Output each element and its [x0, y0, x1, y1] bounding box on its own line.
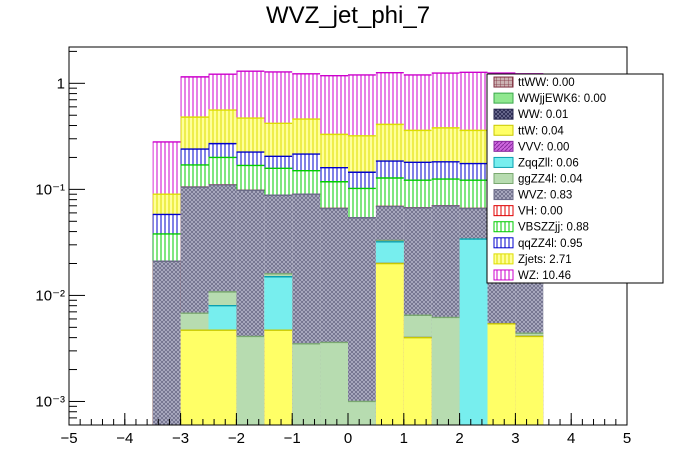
bar-ggZZ4l-bin-10 [431, 317, 460, 425]
bar-ggZZ4l-bin-5 [292, 343, 321, 425]
x-tick-label: −3 [172, 430, 189, 447]
legend-label-qqZZ4l: qqZZ4l: 0.95 [518, 238, 583, 250]
x-tick-label: 3 [511, 430, 519, 447]
bar-ggZZ4l-bin-7 [348, 401, 376, 425]
x-tick-label: 2 [455, 430, 463, 447]
legend-swatch-WWjjEWK6 [493, 92, 514, 104]
legend-label-Zjets: Zjets: 2.71 [518, 254, 572, 266]
bar-ggZZ4l-bin-6 [320, 342, 348, 425]
legend-label-WWjjEWK6: WWjjEWK6: 0.00 [518, 93, 606, 105]
bar-ttW-bin-4 [264, 330, 293, 425]
bar-ttW-bin-2 [208, 330, 237, 425]
bar-WVZ-bin-0 [152, 261, 181, 425]
x-tick-label: −5 [60, 430, 77, 447]
x-tick-label: −2 [228, 430, 245, 447]
chart-title: WVZ_jet_phi_7 [265, 2, 431, 29]
x-tick-label: 1 [400, 430, 408, 447]
y-tick-label: 10⁻² [35, 287, 65, 304]
bar-ggZZ4l-bin-3 [236, 336, 265, 425]
stacked-bars [152, 70, 544, 426]
legend-label-ggZZ4l: ggZZ4l: 0.04 [518, 174, 583, 186]
bar-ttW-bin-13 [515, 336, 544, 425]
legend-swatch-ZqqZll [493, 156, 514, 168]
legend-swatch-Zjets [493, 253, 514, 265]
legend-label-ttW: ttW: 0.04 [518, 125, 564, 137]
y-tick-label: 10⁻¹ [35, 181, 65, 198]
legend-label-VBSZZjj: VBSZZjj: 0.88 [518, 222, 589, 234]
legend-swatch-WZ [493, 269, 514, 281]
bar-WVZ-bin-7 [348, 217, 376, 425]
bar-ZqqZll-bin-11 [459, 239, 488, 425]
legend-label-ZqqZll: ZqqZll: 0.06 [518, 157, 579, 169]
legend-swatch-WW [493, 108, 514, 120]
legend-swatch-ttW [493, 124, 514, 136]
legend-label-WW: WW: 0.01 [518, 109, 568, 121]
legend-label-VVV: VVV: 0.00 [518, 141, 569, 153]
bar-ttW-bin-9 [403, 337, 432, 425]
legend-swatch-VVV [493, 140, 514, 152]
legend: ttWW: 0.00 WWjjEWK6: 0.00 WW: 0.01 ttW: 0.0… [486, 73, 664, 284]
legend-swatch-VBSZZjj [493, 221, 514, 233]
x-tick-label: 5 [623, 430, 631, 447]
legend-swatch-ggZZ4l [493, 173, 514, 184]
x-tick-label: −1 [284, 430, 301, 447]
bar-ttW-bin-1 [180, 330, 209, 425]
legend-box [486, 73, 664, 284]
y-tick-label: 10⁻³ [35, 393, 65, 410]
legend-label-WVZ: WVZ: 0.83 [518, 190, 572, 202]
legend-swatch-VH [493, 205, 514, 217]
x-tick-label: 0 [344, 430, 352, 447]
legend-label-WZ: WZ: 10.46 [518, 270, 571, 282]
bar-ttW-bin-8 [375, 263, 404, 425]
x-tick-label: 4 [567, 430, 575, 447]
legend-label-ttWW: ttWW: 0.00 [518, 77, 575, 89]
legend-label-VH: VH: 0.00 [518, 206, 563, 218]
bar-ttW-bin-12 [487, 323, 516, 425]
axes: −5 −4 −3 −2 −1 0 1 2 3 4 5 10⁻³ 10⁻² 10⁻¹ 1 [35, 50, 631, 447]
x-tick-label: −4 [116, 430, 133, 447]
legend-swatch-WVZ [493, 189, 514, 201]
legend-swatch-qqZZ4l [493, 237, 514, 249]
legend-swatch-ttWW [493, 76, 514, 88]
y-tick-label: 1 [57, 75, 65, 92]
